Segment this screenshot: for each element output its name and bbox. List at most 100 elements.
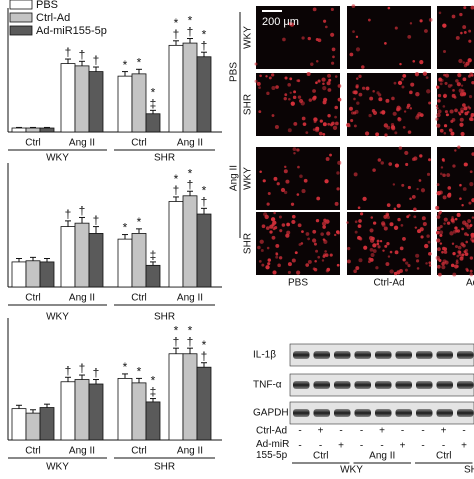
- cell: [428, 261, 432, 264]
- lane-sign: -: [360, 441, 363, 452]
- cell: [428, 18, 433, 22]
- significance-mark: *: [188, 166, 193, 180]
- cell: [409, 90, 413, 95]
- cell: [272, 270, 277, 275]
- row-group-label: Ang II: [229, 165, 240, 191]
- cell: [301, 36, 305, 40]
- cell: [266, 202, 270, 206]
- cell: [416, 267, 420, 270]
- cell: [407, 264, 411, 268]
- cell: [261, 224, 266, 229]
- cell: [322, 85, 327, 91]
- cell: [315, 81, 318, 85]
- cell: [265, 226, 270, 230]
- cell: [271, 86, 276, 91]
- cell: [420, 188, 426, 193]
- cell: [459, 197, 462, 200]
- cell: [405, 261, 409, 265]
- significance-mark: ‡: [150, 385, 157, 399]
- cell: [279, 229, 283, 233]
- cell: [332, 125, 338, 130]
- cell: [291, 258, 296, 263]
- cell: [389, 250, 393, 254]
- cell: [361, 86, 366, 90]
- bar: [168, 201, 184, 288]
- cell: [462, 61, 466, 64]
- cell: [458, 88, 463, 93]
- cell: [447, 84, 452, 88]
- cell: [463, 162, 468, 167]
- significance-mark: †: [93, 213, 100, 227]
- cell: [346, 221, 349, 224]
- micrograph: [435, 72, 474, 137]
- cell: [368, 113, 372, 118]
- bar: [11, 261, 27, 288]
- cell: [471, 80, 474, 85]
- cell: [454, 108, 458, 113]
- significance-mark: *: [202, 184, 207, 198]
- cell: [292, 95, 297, 100]
- cell: [459, 117, 464, 122]
- cell: [464, 252, 469, 257]
- cell: [322, 238, 326, 241]
- lane-sign: +: [338, 441, 344, 452]
- strain-label: SHR: [464, 465, 474, 474]
- cell: [368, 257, 372, 261]
- significance-mark: †: [201, 38, 208, 52]
- cell: [454, 245, 458, 248]
- cell: [439, 233, 443, 237]
- scale-bar-label: 200 μm: [262, 16, 299, 28]
- cell: [471, 152, 474, 156]
- cell: [322, 100, 327, 105]
- cell: [446, 113, 450, 116]
- lane-sign: +: [379, 426, 385, 437]
- cell: [313, 117, 317, 122]
- cell: [293, 90, 297, 94]
- cell: [280, 187, 286, 193]
- cell: [266, 246, 270, 250]
- cell: [350, 111, 355, 115]
- cell: [467, 219, 471, 223]
- condition-label: Ang II: [369, 451, 395, 462]
- cell: [317, 79, 321, 83]
- cell: [321, 221, 327, 226]
- cell: [437, 211, 442, 216]
- cell: [394, 163, 400, 168]
- legend-swatch: [9, 25, 33, 36]
- cell: [469, 269, 473, 273]
- cell: [402, 258, 406, 262]
- cell: [436, 264, 441, 269]
- significance-mark: †: [173, 334, 180, 348]
- cell: [265, 265, 270, 270]
- cell: [256, 81, 261, 86]
- cell: [451, 242, 455, 245]
- cell: [285, 233, 290, 238]
- cell: [307, 237, 311, 241]
- cell: [393, 81, 397, 85]
- cell: [454, 149, 457, 152]
- cell: [259, 74, 262, 78]
- cell: [397, 217, 401, 222]
- cell: [287, 262, 292, 267]
- cell: [257, 245, 261, 250]
- cell: [284, 165, 287, 169]
- cell: [313, 95, 317, 100]
- bar: [74, 379, 90, 441]
- bar: [196, 213, 212, 288]
- micrograph: [256, 211, 340, 275]
- bar: [131, 233, 147, 288]
- protein-label: GAPDH: [253, 408, 289, 419]
- cell: [408, 214, 411, 217]
- cell: [283, 169, 288, 174]
- lane-sign: -: [298, 441, 301, 452]
- micrograph: [347, 146, 431, 212]
- cell: [312, 7, 317, 12]
- cell: [261, 263, 265, 267]
- cell: [362, 196, 367, 202]
- cell: [451, 14, 456, 19]
- blot-band: [395, 351, 412, 359]
- bar: [88, 233, 104, 288]
- cell: [419, 60, 424, 65]
- cell: [416, 187, 419, 191]
- cell: [293, 121, 298, 126]
